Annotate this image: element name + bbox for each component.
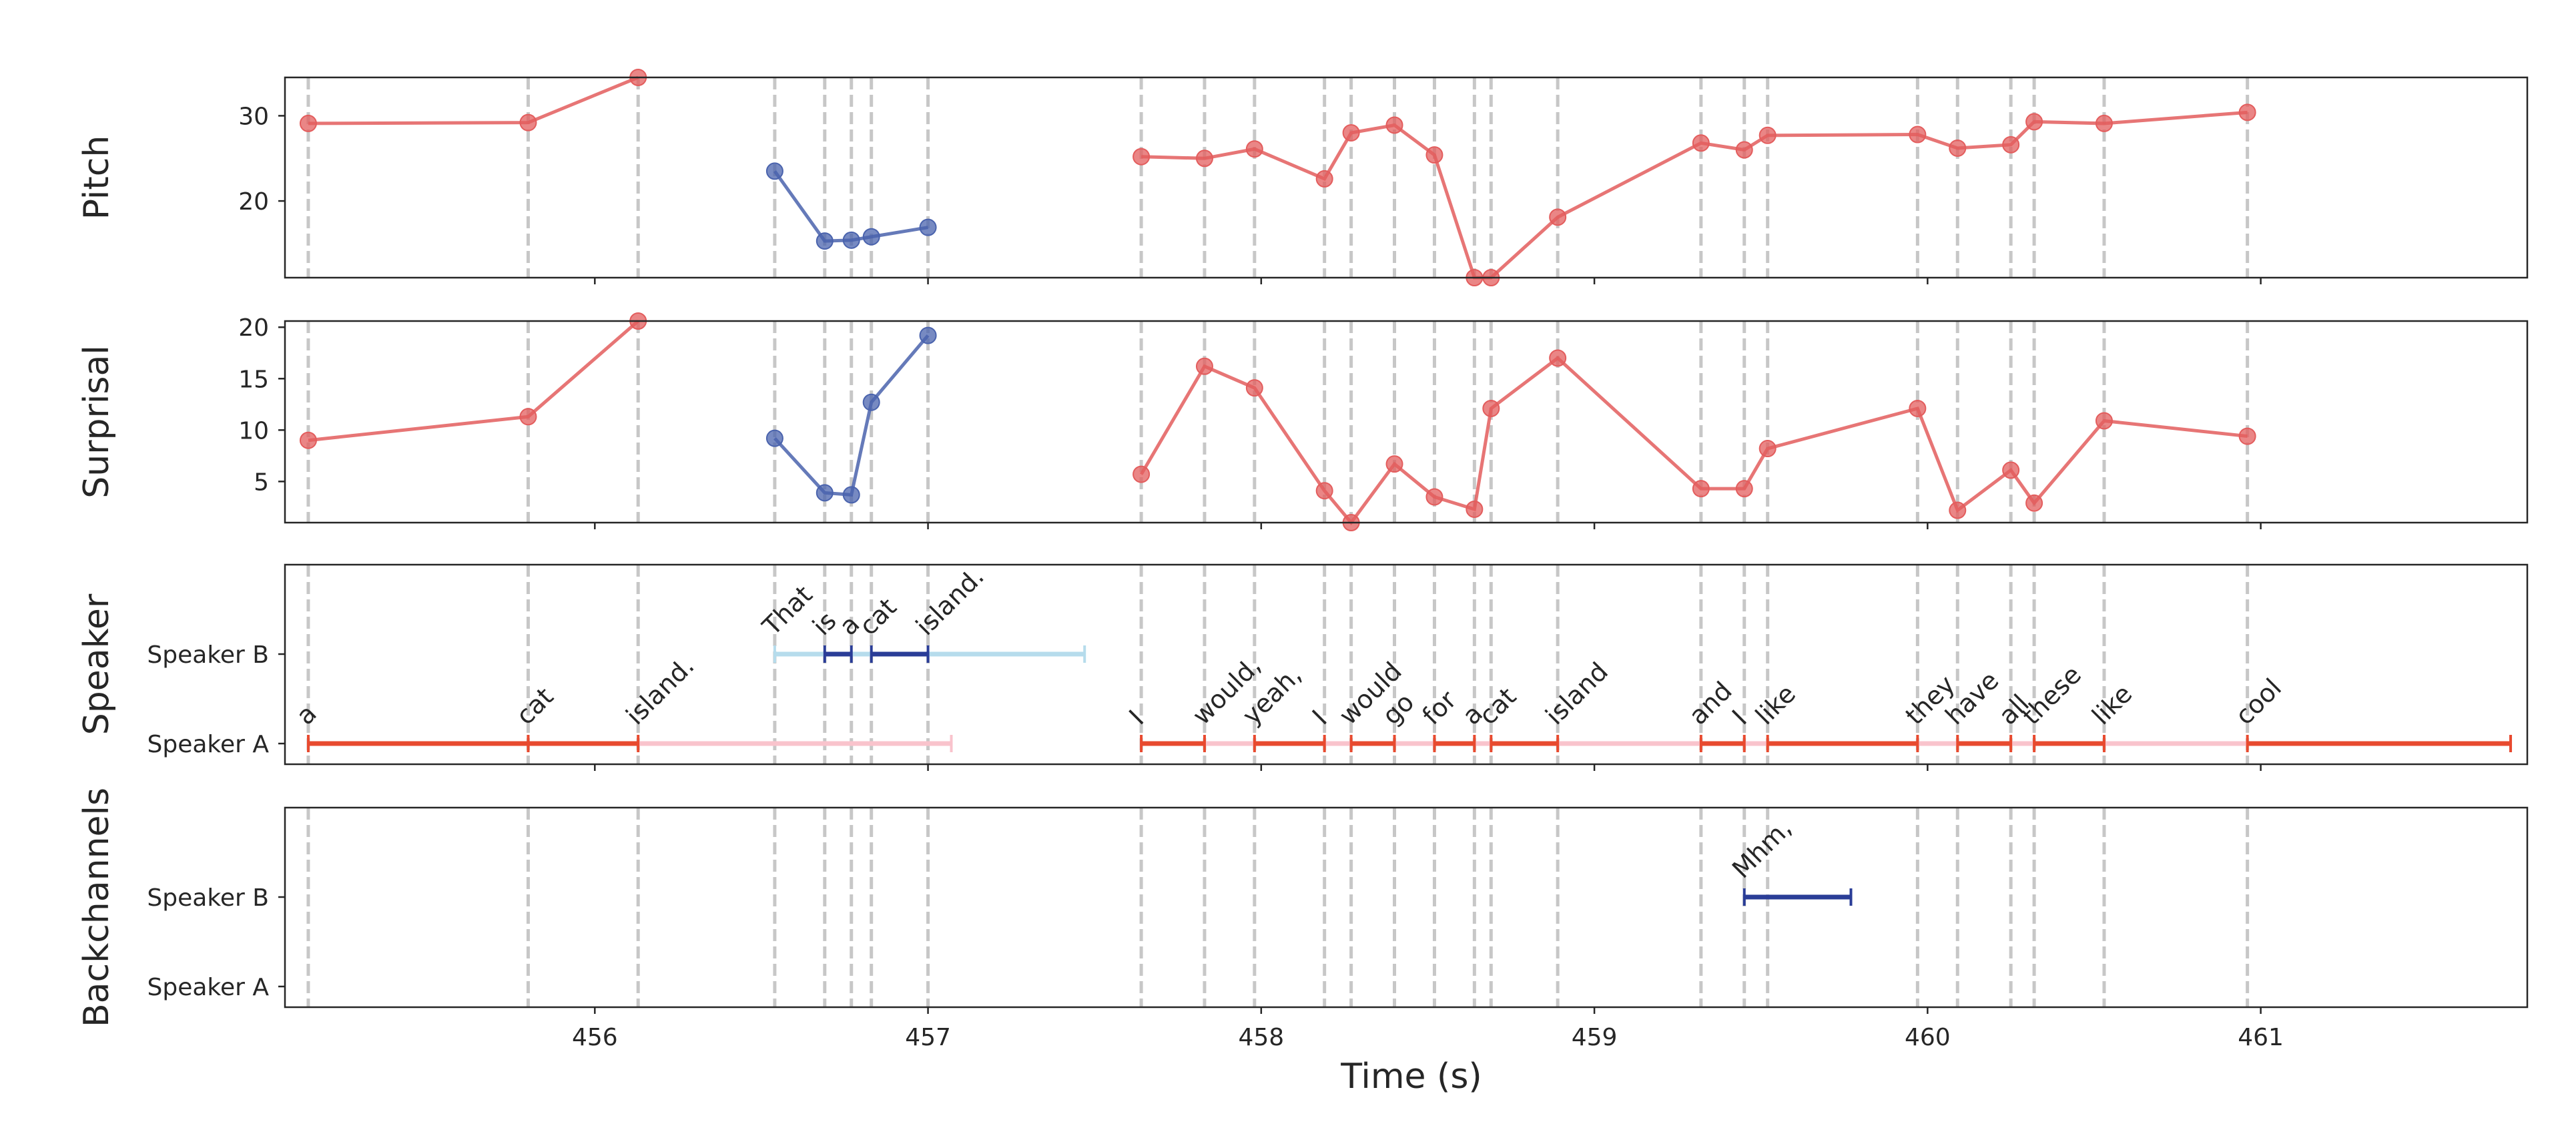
surprisal-data-point [1425, 488, 1443, 506]
pitch-data-point [1425, 146, 1443, 164]
pitch-data-point [1549, 208, 1567, 226]
row-label-speaker-a: Speaker A [147, 974, 270, 1001]
surprisal-data-point [2238, 427, 2256, 445]
pitch-data-point [1949, 139, 1967, 157]
word-label: I [1123, 704, 1149, 730]
pitch-data-point [2238, 103, 2256, 121]
word-label: these [2016, 660, 2087, 731]
pitch-panel-frame [284, 76, 2529, 279]
surprisal-panel-frame [284, 320, 2529, 524]
surprisal-data-point [1909, 399, 1927, 417]
surprisal-data-point [1735, 480, 1753, 498]
word-label: cat [511, 681, 559, 730]
surprisal-data-point [1549, 349, 1567, 367]
pitch-data-point [1758, 126, 1777, 144]
surprisal-data-point [919, 326, 937, 344]
surprisal-data-point [862, 393, 880, 411]
surprisal-data-point [519, 408, 537, 426]
surprisal-data-point [1245, 379, 1263, 397]
pitch-data-point [765, 162, 783, 180]
pitch-data-point [2002, 135, 2020, 154]
y-tick-label: 15 [238, 366, 269, 393]
word-label: I [1726, 704, 1752, 730]
surprisal-data-point [2025, 494, 2043, 512]
pitch-data-point [1315, 170, 1333, 188]
surprisal-data-point [2095, 412, 2113, 430]
surprisal-data-point [1949, 501, 1967, 519]
x-axis-label: Time (s) [1340, 1057, 1482, 1097]
y-tick-label: 20 [238, 188, 269, 216]
surprisal-data-point [299, 431, 317, 449]
surprisal-data-point [842, 486, 860, 504]
word-label: That [756, 580, 818, 641]
pitch-ylabel: Pitch [77, 135, 117, 220]
word-label: island. [620, 651, 699, 730]
surprisal-data-point [1385, 455, 1403, 473]
surprisal-data-point [816, 484, 834, 502]
pitch-data-point [1342, 123, 1360, 142]
pitch-data-point [299, 114, 317, 132]
pitch-data-point [842, 231, 860, 249]
surprisal-series-line-speaker-a [308, 320, 639, 443]
surprisal-ylabel: Surprisal [77, 345, 117, 499]
grid-layer [306, 77, 2250, 1007]
frame-layer: 456 457 458 459 460 461 20 30 Pitch 5 10 15 20 Surpri… [77, 76, 2529, 1051]
y-tick-label: 10 [238, 417, 269, 445]
x-tick-label: 461 [2238, 1024, 2284, 1051]
pitch-data-point [1245, 140, 1263, 158]
word-label: I [1307, 704, 1333, 730]
word-label: a [290, 699, 322, 731]
word-label: island [1540, 657, 1614, 731]
y-tick-label: 5 [254, 469, 269, 496]
surprisal-data-point [1692, 480, 1710, 498]
row-label-speaker-b: Speaker B [147, 641, 269, 669]
surprisal-data-point [1482, 399, 1500, 417]
x-tick-label: 458 [1238, 1024, 1284, 1051]
pitch-data-point [1195, 150, 1213, 168]
pitch-data-point [519, 113, 537, 131]
surprisal-data-point [1315, 482, 1333, 500]
x-tick-label: 459 [1572, 1024, 1618, 1051]
word-label: island. [910, 561, 990, 641]
y-tick-label: 30 [238, 103, 269, 130]
x-tick-label: 457 [905, 1024, 951, 1051]
word-label: for [1417, 685, 1462, 730]
backchannel-panel-frame [284, 806, 2529, 1009]
word-label: like [2086, 679, 2138, 730]
word-label: and [1683, 676, 1738, 731]
pitch-data-point [862, 228, 880, 246]
pitch-data-point [1385, 116, 1403, 134]
pitch-data-point [919, 218, 937, 236]
row-label-speaker-b: Speaker B [147, 884, 269, 912]
pitch-data-point [1133, 148, 1151, 166]
y-tick-label: 20 [238, 314, 269, 342]
word-label: cool [2230, 673, 2287, 730]
surprisal-data-point [1758, 440, 1777, 458]
backchannel-ylabel: Backchannels [77, 788, 117, 1027]
pitch-data-point [1735, 141, 1753, 159]
surprisal-data-point [1466, 500, 1484, 518]
surprisal-data-point [765, 429, 783, 447]
pitch-series-line-speaker-a [308, 75, 639, 125]
speaker-panel-frame [284, 563, 2529, 766]
x-tick-label: 460 [1905, 1024, 1951, 1051]
pitch-series-line-speaker-a [1141, 110, 2248, 280]
pitch-data-point [1692, 134, 1710, 152]
speaker-ylabel: Speaker [77, 593, 117, 735]
surprisal-data-point [2002, 461, 2020, 479]
pitch-data-point [1909, 125, 1927, 144]
pitch-data-point [816, 232, 834, 250]
x-tick-label: 456 [572, 1024, 618, 1051]
row-label-speaker-a: Speaker A [147, 731, 270, 758]
backchannel-label: Mhm, [1726, 813, 1797, 884]
pitch-data-point [2025, 113, 2043, 131]
surprisal-data-point [1133, 465, 1151, 483]
pitch-data-point [2095, 114, 2113, 132]
word-label: like [1750, 679, 1801, 730]
surprisal-data-point [1195, 357, 1213, 375]
surprisal-series-line-speaker-a [1139, 356, 2248, 526]
